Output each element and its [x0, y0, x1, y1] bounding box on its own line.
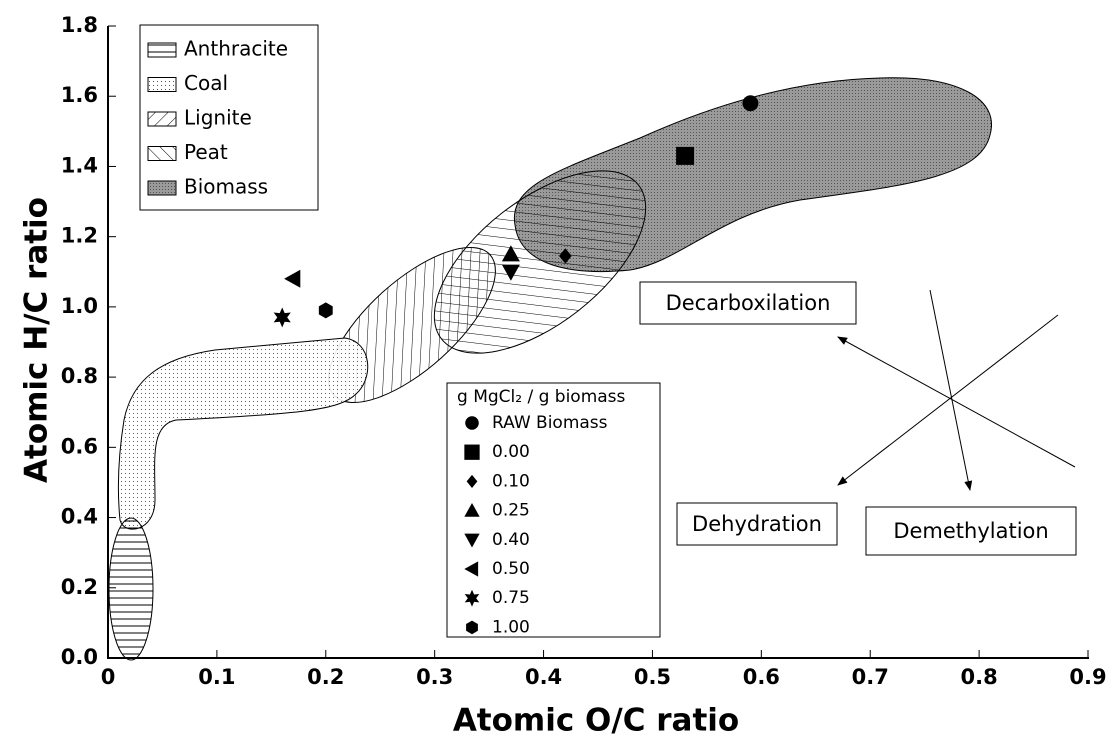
data-point: [559, 248, 572, 264]
x-tick-label: 0.9: [1069, 665, 1106, 689]
annotation-box: [865, 506, 1077, 556]
legend-label: 0.00: [492, 442, 530, 462]
y-tick-label: 0.4: [61, 505, 98, 529]
legend-label: RAW Biomass: [492, 413, 608, 433]
x-tick-label: 0.8: [961, 665, 998, 689]
y-tick-label: 1.4: [61, 153, 98, 177]
legend-label: 0.40: [492, 530, 530, 550]
data-point: [284, 269, 301, 288]
data-point: [742, 95, 759, 112]
legend-marker: [464, 444, 480, 460]
y-tick-label: 1.8: [61, 13, 98, 37]
reaction-arrows: [837, 289, 1076, 491]
legend-title: g MgCl₂ / g biomass: [457, 387, 626, 407]
x-tick-label: 0.6: [743, 665, 780, 689]
legend-swatch: [147, 180, 177, 196]
y-tick-label: 0.2: [61, 575, 98, 599]
y-axis-title: Atomic H/C ratio: [19, 197, 55, 483]
y-tick-label: 1.6: [61, 83, 98, 107]
legend-marker: [466, 620, 478, 635]
legend-swatch: [147, 146, 177, 161]
y-tick-label: 1.0: [61, 294, 98, 318]
legend-marker: [464, 533, 480, 548]
annotation-box: [639, 281, 857, 325]
x-tick-label: 0: [101, 665, 116, 689]
x-tick-label: 0.2: [307, 665, 344, 689]
x-axis-title: Atomic O/C ratio: [453, 703, 739, 739]
x-tick-label: 0.4: [525, 665, 562, 689]
data-point: [273, 307, 291, 328]
annotation-box: [676, 502, 838, 546]
data-point: [501, 245, 520, 262]
legend-label: Anthracite: [184, 37, 288, 61]
legend-marker: [464, 561, 479, 577]
x-tick-label: 0.3: [416, 665, 453, 689]
marker-legend: [446, 382, 661, 638]
legend-marker: [464, 589, 480, 607]
legend-label: Coal: [184, 71, 228, 95]
y-tick-label: 0.0: [61, 645, 98, 669]
annotation: Demethylation: [893, 519, 1048, 543]
x-tick-label: 0.5: [634, 665, 671, 689]
annotation: Dehydration: [692, 512, 822, 536]
data-point: [318, 302, 333, 319]
legend-label: 0.25: [492, 501, 530, 521]
legend-label: 1.00: [492, 617, 530, 637]
coal-region: [117, 337, 369, 530]
y-tick-label: 0.8: [61, 364, 98, 388]
legend-swatch: [147, 111, 177, 127]
anthracite-region: [108, 517, 154, 661]
y-tick-label: 0.6: [61, 434, 98, 458]
legend-swatch: [147, 77, 177, 92]
legend-label: Lignite: [184, 106, 252, 130]
data-point: [676, 146, 695, 165]
legend-marker: [466, 474, 478, 488]
x-tick-label: 0.7: [852, 665, 889, 689]
legend-swatch: [147, 42, 177, 58]
legend-label: 0.10: [492, 471, 530, 491]
annotation: Decarboxilation: [666, 291, 831, 315]
legend-marker: [464, 502, 480, 517]
legend-label: 0.75: [492, 588, 530, 608]
y-tick-label: 1.2: [61, 224, 98, 248]
legend-label: Biomass: [184, 175, 268, 199]
legend-label: Peat: [184, 140, 228, 164]
legend-label: 0.50: [492, 559, 530, 579]
legend-marker: [465, 416, 479, 430]
data-point: [501, 264, 520, 281]
x-tick-label: 0.1: [198, 665, 235, 689]
regions: [108, 77, 992, 661]
